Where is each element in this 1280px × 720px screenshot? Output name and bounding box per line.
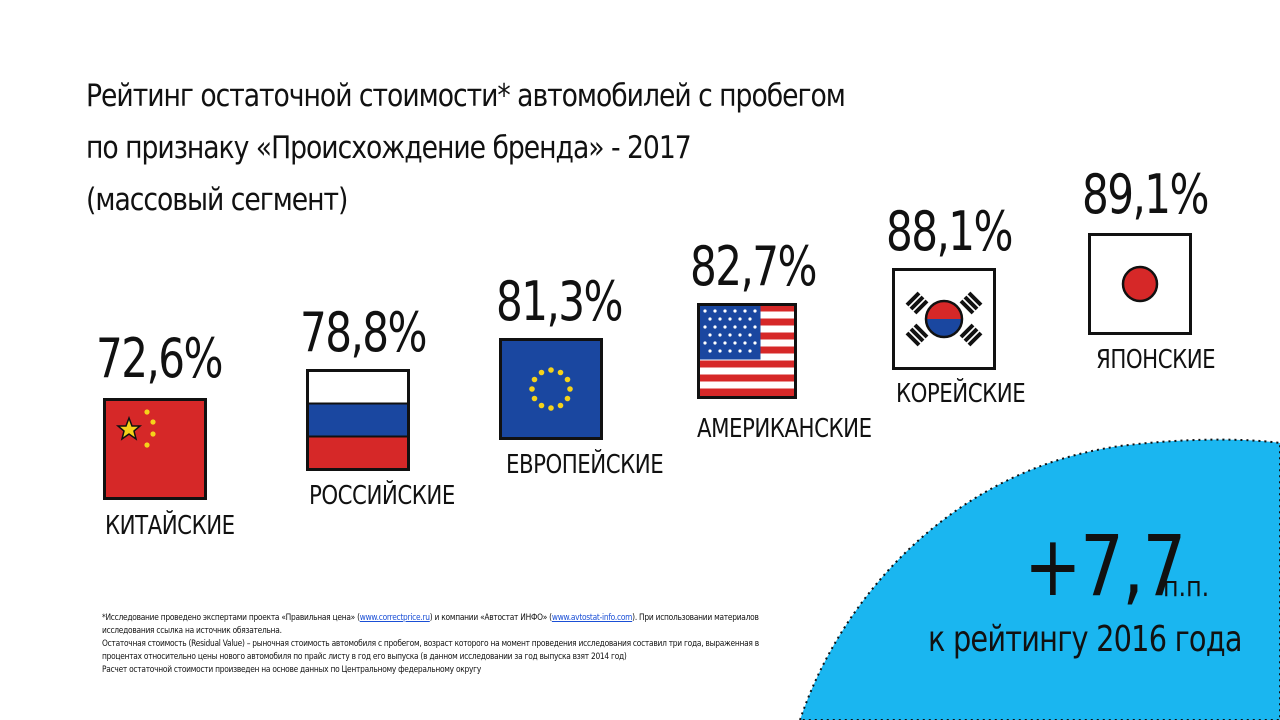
- page-title: Рейтинг остаточной стоимости* автомобиле…: [86, 70, 846, 226]
- china-flag-icon: [103, 398, 207, 500]
- category-label-china: КИТАЙСКИЕ: [105, 511, 235, 541]
- russia-flag-icon: [306, 369, 410, 471]
- footnote-line-5: Расчет остаточной стоимости произведен н…: [102, 665, 481, 675]
- footnote-line-3: Остаточная стоимость (Residual Value) – …: [102, 639, 759, 649]
- footnote: *Исследование проведено экспертами проек…: [102, 612, 788, 677]
- title-line-1: Рейтинг остаточной стоимости* автомобиле…: [86, 78, 846, 114]
- category-label-korea: КОРЕЙСКИЕ: [896, 379, 1026, 409]
- japan-flag-icon: [1088, 233, 1192, 335]
- category-label-japan: ЯПОНСКИЕ: [1096, 345, 1216, 375]
- category-label-russia: РОССИЙСКИЕ: [309, 481, 455, 511]
- value-label-japan: 89,1%: [1082, 163, 1210, 226]
- category-label-eu: ЕВРОПЕЙСКИЕ: [506, 450, 664, 480]
- avtostat-link[interactable]: www.avtostat-info.com: [551, 613, 633, 623]
- footnote-line-2: исследования ссылка на источник обязател…: [102, 626, 282, 636]
- footnote-text-1b: ) и компании «Автостат ИНФО» (: [429, 613, 552, 623]
- korea-flag-icon: [892, 268, 996, 370]
- value-label-russia: 78,8%: [300, 301, 428, 364]
- delta-unit: п.п.: [1163, 570, 1210, 603]
- title-line-2: по признаку «Происхождение бренда» - 201…: [86, 130, 692, 166]
- category-label-usa: АМЕРИКАНСКИЕ: [697, 414, 872, 444]
- footnote-line-1: *Исследование проведено экспертами проек…: [102, 612, 788, 625]
- footnote-line-4: процентах относительно цены нового автом…: [102, 652, 627, 662]
- usa-flag-icon: [697, 303, 797, 399]
- correctprice-link[interactable]: www.correctprice.ru: [359, 613, 430, 623]
- value-label-china: 72,6%: [96, 327, 224, 390]
- title-line-3: (массовый сегмент): [86, 182, 348, 218]
- value-label-usa: 82,7%: [690, 235, 818, 298]
- delta-value: +7,7: [1024, 517, 1186, 615]
- value-label-korea: 88,1%: [886, 200, 1014, 263]
- delta-caption: к рейтингу 2016 года: [928, 619, 1242, 660]
- footnote-text-1c: ). При использовании материалов: [632, 613, 759, 623]
- footnote-text-1a: *Исследование проведено экспертами проек…: [102, 613, 360, 623]
- eu-flag-icon: [499, 338, 603, 440]
- value-label-eu: 81,3%: [496, 270, 624, 333]
